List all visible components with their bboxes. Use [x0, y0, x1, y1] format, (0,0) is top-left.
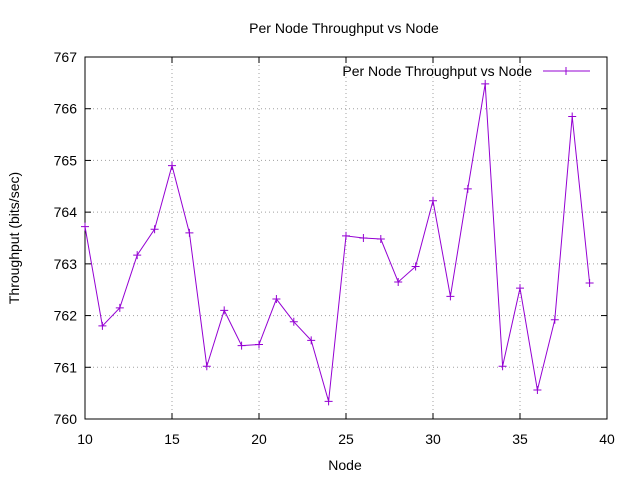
y-tick-label: 760	[54, 411, 78, 427]
legend: Per Node Throughput vs Node	[342, 63, 590, 79]
x-tick-label: 20	[251, 431, 267, 447]
y-tick-label: 767	[54, 49, 78, 65]
data-point-marker	[168, 161, 176, 170]
data-point-marker	[237, 341, 246, 350]
legend-label: Per Node Throughput vs Node	[342, 63, 532, 79]
data-point-marker	[376, 235, 385, 244]
x-axis-label: Node	[328, 457, 362, 473]
data-point-marker	[220, 306, 229, 315]
y-tick-label: 765	[54, 152, 78, 168]
y-tick-label: 764	[54, 204, 78, 220]
data-point-marker	[411, 262, 420, 271]
data-point-marker	[115, 303, 124, 312]
axis-ticks: 10 15 20 25 30 35 40 760 761 762 763 764 765 766 767	[54, 49, 615, 447]
data-point-marker	[150, 225, 159, 234]
data-point-marker	[342, 231, 350, 240]
data-point-marker	[446, 292, 455, 301]
data-point-marker	[481, 79, 490, 88]
chart-title: Per Node Throughput vs Node	[249, 20, 439, 36]
grid	[85, 57, 607, 419]
x-tick-label: 30	[425, 431, 441, 447]
data-point-marker	[289, 317, 298, 326]
data-point-marker	[585, 278, 594, 287]
legend-marker	[562, 67, 570, 75]
data-point-marker	[394, 277, 403, 286]
data-point-marker	[185, 228, 194, 237]
data-point-marker	[533, 386, 542, 395]
x-tick-label: 40	[599, 431, 615, 447]
x-tick-label: 35	[512, 431, 528, 447]
data-point-marker	[568, 112, 577, 121]
data-point-marker	[463, 184, 472, 193]
y-tick-label: 766	[54, 101, 78, 117]
y-tick-label: 763	[54, 256, 78, 272]
data-point-marker	[516, 284, 524, 293]
y-tick-label: 761	[54, 359, 78, 375]
data-point-marker	[498, 362, 507, 371]
x-tick-label: 10	[77, 431, 93, 447]
data-point-marker	[81, 222, 89, 231]
data-point-marker	[202, 362, 211, 371]
legend-plus-marker	[562, 67, 570, 75]
data-point-marker	[324, 397, 333, 406]
data-point-marker	[429, 196, 437, 205]
data-point-marker	[307, 336, 316, 345]
series	[81, 79, 594, 406]
data-point-marker	[98, 321, 107, 330]
series-line	[84, 83, 591, 402]
y-axis-label: Throughput (bits/sec)	[6, 172, 22, 304]
data-point-marker	[550, 315, 559, 324]
data-point-marker	[255, 340, 263, 349]
data-point-marker	[133, 251, 142, 260]
x-tick-label: 25	[338, 431, 354, 447]
data-point-marker	[359, 234, 368, 242]
data-point-marker	[272, 295, 281, 304]
y-tick-label: 762	[54, 308, 78, 324]
x-tick-label: 15	[164, 431, 180, 447]
